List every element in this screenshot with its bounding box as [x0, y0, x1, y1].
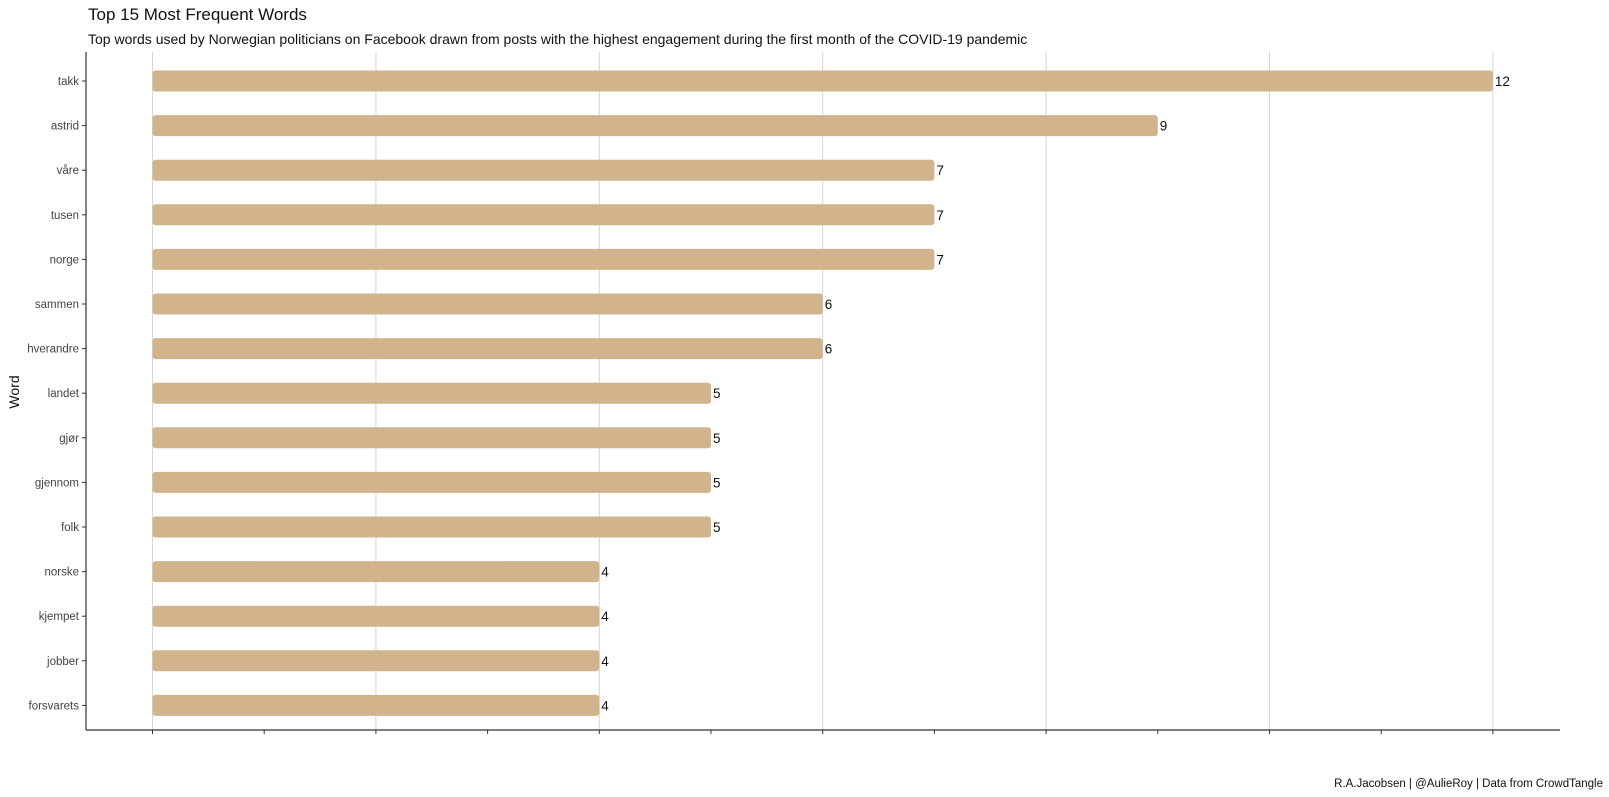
bar-tusen [152, 204, 935, 226]
bar-norske [152, 561, 600, 583]
bar-gjør [152, 427, 711, 449]
bar-jobber [152, 650, 600, 672]
y-tick-label-gjennom: gjennom [35, 477, 79, 489]
y-tick-label-sammen: sammen [35, 299, 79, 311]
bar-landet [152, 382, 711, 404]
y-tick-label-jobber: jobber [46, 656, 79, 668]
bar-forsvarets [152, 694, 600, 716]
bar-våre [152, 159, 935, 181]
y-tick-label-hverandre: hverandre [27, 344, 79, 356]
bar-sammen [152, 293, 823, 315]
y-tick-label-tusen: tusen [51, 210, 79, 222]
value-label-tusen: 7 [936, 208, 944, 223]
value-label-folk: 5 [713, 520, 721, 535]
y-tick-label-folk: folk [61, 522, 79, 534]
value-label-astrid: 9 [1160, 119, 1168, 134]
axes [82, 52, 1560, 734]
y-tick-label-landet: landet [48, 388, 80, 400]
value-label-kjempet: 4 [601, 609, 609, 624]
value-label-norge: 7 [936, 252, 944, 267]
bar-kjempet [152, 605, 600, 627]
y-tick-label-forsvarets: forsvarets [29, 700, 80, 712]
value-label-sammen: 6 [825, 297, 833, 312]
y-tick-label-gjør: gjør [59, 433, 79, 445]
chart-title: Top 15 Most Frequent Words [88, 5, 307, 24]
y-axis-title: Word [6, 375, 22, 408]
value-label-gjennom: 5 [713, 475, 721, 490]
value-label-takk: 12 [1495, 74, 1510, 89]
bar-folk [152, 516, 711, 538]
bar-norge [152, 248, 935, 270]
bar-gjennom [152, 471, 711, 493]
y-tick-label-norske: norske [44, 567, 79, 579]
value-label-hverandre: 6 [825, 342, 833, 357]
chart-caption: R.A.Jacobsen | @AulieRoy | Data from Cro… [1334, 778, 1603, 790]
labels: takk 12 astrid 9 våre 7 tusen 7 norge 7 sammen 6 hve… [27, 74, 1510, 713]
value-label-landet: 5 [713, 386, 721, 401]
y-tick-label-astrid: astrid [51, 121, 79, 133]
value-label-gjør: 5 [713, 431, 721, 446]
bar-takk [152, 70, 1493, 92]
bars [152, 70, 1493, 716]
value-label-jobber: 4 [601, 654, 609, 669]
y-tick-label-kjempet: kjempet [39, 611, 80, 623]
y-tick-label-norge: norge [50, 254, 79, 266]
y-tick-label-takk: takk [58, 76, 79, 88]
value-label-norske: 4 [601, 565, 609, 580]
y-tick-label-våre: våre [57, 165, 79, 177]
value-label-forsvarets: 4 [601, 698, 609, 713]
value-label-våre: 7 [936, 163, 944, 178]
chart-subtitle: Top words used by Norwegian politicians … [88, 31, 1028, 47]
bar-chart: takk 12 astrid 9 våre 7 tusen 7 norge 7 sammen 6 hve… [6, 52, 1560, 734]
bar-hverandre [152, 338, 823, 360]
bar-astrid [152, 115, 1158, 137]
